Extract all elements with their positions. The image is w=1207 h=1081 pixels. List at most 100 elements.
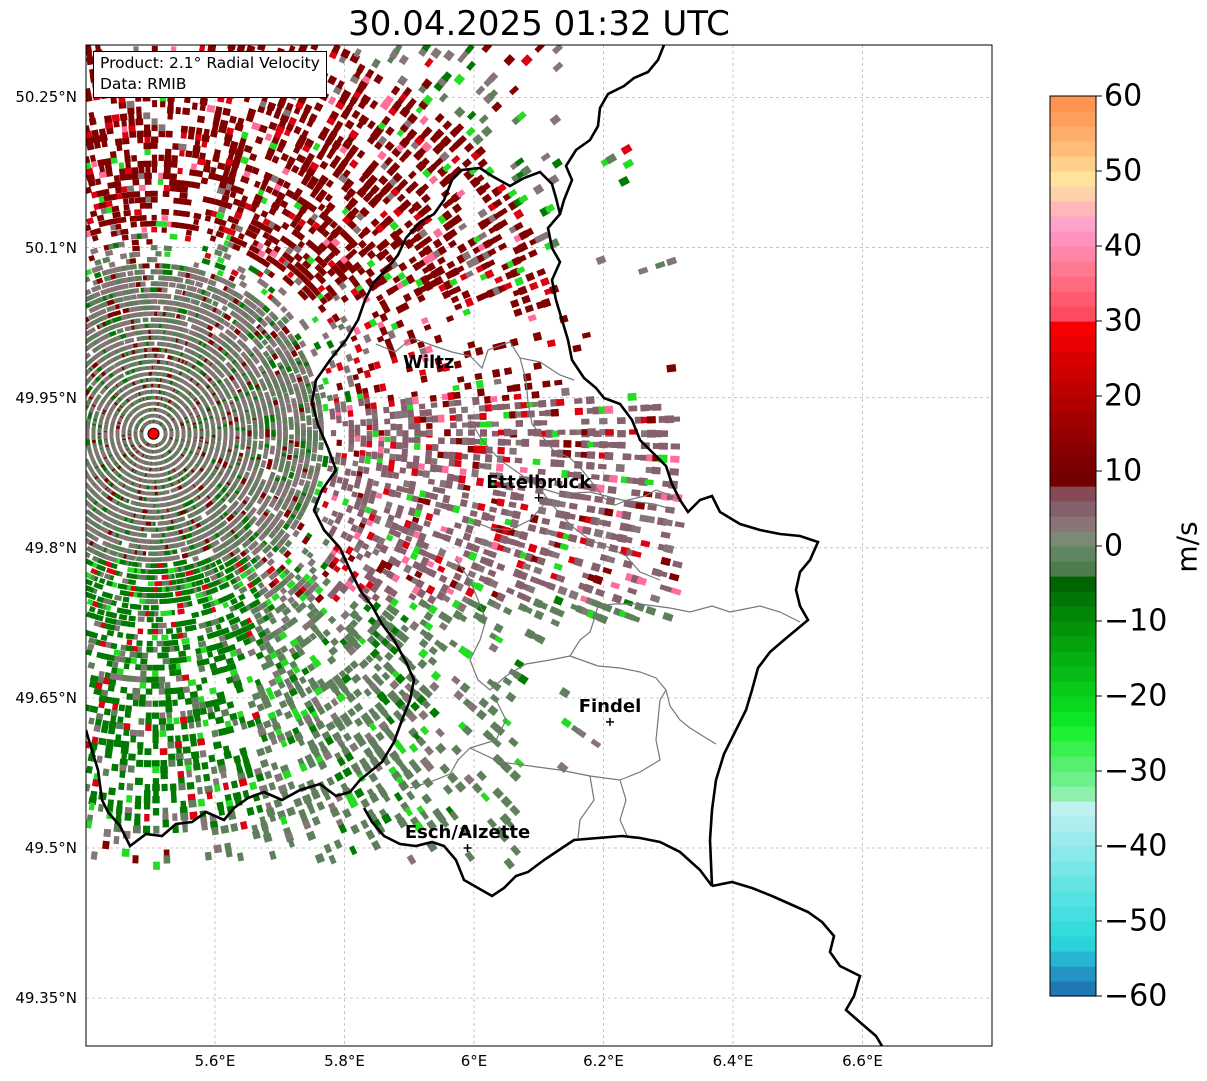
radar-echo-pixel [152, 807, 160, 816]
radar-echo-pixel [300, 440, 306, 449]
radar-echo-pixel [144, 748, 152, 756]
radar-echo-pixel [375, 492, 383, 500]
radar-echo-pixel [431, 443, 439, 452]
radar-echo-pixel [586, 505, 596, 514]
radar-echo-pixel [161, 646, 170, 653]
radar-echo-pixel [136, 640, 143, 647]
radar-echo-pixel [246, 719, 256, 729]
radar-echo-pixel [266, 461, 273, 470]
radar-echo-pixel [519, 466, 528, 474]
radar-echo-pixel [124, 812, 132, 821]
radar-echo-pixel [116, 192, 123, 200]
radar-echo-pixel [126, 572, 134, 579]
radar-echo-pixel [246, 806, 255, 817]
radar-echo-pixel [375, 731, 385, 742]
radar-echo-pixel [230, 823, 239, 833]
radar-echo-pixel [316, 454, 323, 462]
radar-echo-pixel [262, 452, 269, 460]
radar-echo-pixel [196, 786, 203, 795]
radar-echo-pixel [108, 787, 116, 796]
radar-echo-pixel [662, 611, 674, 622]
radar-echo-pixel [553, 595, 564, 606]
radar-echo-pixel [408, 480, 417, 490]
radar-echo-pixel [517, 484, 526, 492]
radar-echo-pixel [109, 193, 118, 201]
radar-echo-pixel [160, 724, 166, 731]
radar-echo-pixel [485, 446, 493, 454]
radar-echo-pixel [173, 657, 181, 664]
radar-echo-pixel [113, 649, 121, 657]
radar-echo-pixel [557, 500, 566, 508]
radar-echo-pixel [152, 766, 160, 774]
radar-echo-pixel [123, 663, 130, 670]
radar-echo-pixel [471, 502, 480, 510]
radar-echo-pixel [186, 538, 194, 546]
radar-echo-pixel [202, 719, 209, 727]
radar-echo-pixel [311, 445, 318, 454]
radar-echo-pixel [316, 801, 326, 811]
radar-echo-pixel [472, 454, 481, 461]
radar-echo-pixel [429, 707, 440, 719]
radar-echo-pixel [559, 542, 569, 551]
radar-echo-pixel [610, 581, 621, 590]
radar-echo-pixel [152, 676, 159, 683]
radar-echo-pixel [340, 610, 351, 620]
radar-echo-pixel [145, 718, 152, 725]
radar-echo-pixel [298, 454, 305, 464]
radar-echo-pixel [208, 687, 217, 695]
radar-echo-pixel [134, 777, 143, 786]
radar-echo-pixel [190, 739, 198, 747]
radar-echo-pixel [393, 791, 403, 802]
radar-echo-pixel [111, 703, 119, 711]
radar-echo-pixel [123, 728, 130, 737]
radar-echo-pixel [366, 440, 373, 448]
radar-echo-pixel [170, 621, 177, 628]
radar-echo-pixel [509, 769, 522, 782]
radar-echo-pixel [145, 700, 152, 707]
radar-echo-pixel [120, 686, 128, 694]
radar-echo-pixel [247, 700, 257, 709]
radar-echo-pixel [316, 480, 324, 488]
radar-echo-pixel [611, 593, 623, 604]
radar-echo-pixel [171, 549, 178, 555]
radar-echo-pixel [418, 648, 429, 659]
radar-echo-pixel [411, 468, 419, 477]
radar-echo-pixel [328, 646, 339, 656]
radar-echo-pixel [131, 693, 141, 701]
radar-echo-pixel [492, 489, 501, 497]
radar-echo-pixel [104, 617, 112, 624]
radar-echo-pixel [203, 577, 211, 584]
radar-echo-pixel [467, 437, 475, 446]
radar-echo-pixel [634, 601, 646, 612]
radar-echo-pixel [86, 268, 93, 277]
radar-echo-pixel [429, 463, 438, 473]
radar-echo-pixel [402, 480, 411, 488]
radar-echo-pixel [380, 469, 388, 478]
radar-echo-pixel [461, 437, 469, 446]
radar-echo-pixel [472, 461, 480, 470]
radar-echo-pixel [412, 462, 419, 470]
radar-echo-pixel [505, 691, 517, 703]
radar-echo-pixel [360, 441, 367, 447]
radar-echo-pixel [330, 637, 339, 647]
radar-echo-pixel [275, 708, 283, 718]
radar-echo-pixel [452, 474, 461, 482]
radar-echo-pixel [177, 692, 185, 700]
radar-echo-pixel [660, 531, 671, 539]
radar-echo-pixel [355, 552, 364, 561]
radar-echo-pixel [342, 808, 352, 819]
radar-echo-pixel [138, 718, 145, 725]
radar-echo-pixel [124, 711, 132, 718]
radar-echo-pixel [176, 602, 184, 609]
radar-echo-pixel [401, 555, 411, 565]
radar-echo-pixel [167, 741, 175, 749]
radar-echo-pixel [407, 487, 415, 495]
radar-echo-pixel [146, 640, 153, 647]
radar-echo-pixel [467, 445, 475, 453]
radar-echo-pixel [120, 644, 127, 651]
radar-echo-pixel [435, 464, 444, 473]
radar-echo-pixel [217, 727, 227, 737]
radar-echo-pixel [195, 684, 203, 692]
radar-echo-pixel [438, 487, 446, 495]
radar-echo-pixel [180, 710, 186, 718]
